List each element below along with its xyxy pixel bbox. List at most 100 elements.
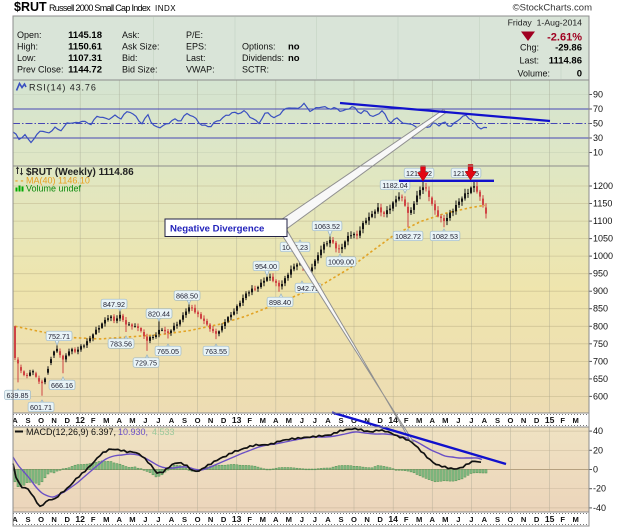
svg-text:14: 14 [388,514,398,524]
svg-text:Negative Divergence: Negative Divergence [170,224,264,235]
svg-text:M: M [573,416,579,425]
svg-text:Prev Close:: Prev Close: [17,65,64,75]
svg-text:F: F [247,515,252,524]
svg-text:J: J [300,416,304,425]
svg-text:J: J [313,515,317,524]
svg-text:N: N [364,416,369,425]
svg-text:S: S [338,416,343,425]
svg-text:M: M [260,515,266,524]
svg-text:Volume:: Volume: [517,69,550,79]
svg-text:15: 15 [545,514,555,524]
svg-text:N: N [208,515,213,524]
svg-text:1100: 1100 [593,216,612,226]
svg-text:1082.72: 1082.72 [395,232,421,241]
svg-text:J: J [143,515,147,524]
svg-text:S: S [25,416,30,425]
svg-text:A: A [430,416,436,425]
svg-text:-29.86: -29.86 [555,43,582,54]
svg-text:10: 10 [593,148,603,158]
svg-text:N: N [521,515,526,524]
svg-text:-20: -20 [593,484,606,494]
svg-text:INDX: INDX [155,4,176,13]
svg-text:14: 14 [388,415,398,425]
svg-text:MA(40) 1146.10: MA(40) 1146.10 [26,176,90,186]
svg-text:A: A [273,515,279,524]
svg-text:N: N [208,416,213,425]
svg-text:- -: - - [15,176,24,186]
svg-text:J: J [469,416,473,425]
svg-text:666.16: 666.16 [51,381,73,390]
svg-text:F: F [404,416,409,425]
svg-text:D: D [221,515,227,524]
svg-text:F: F [247,416,252,425]
svg-text:950: 950 [593,269,608,279]
svg-text:750: 750 [593,339,608,349]
svg-text:High:: High: [17,42,38,52]
svg-text:S: S [182,515,187,524]
svg-text:4.533: 4.533 [152,427,175,437]
svg-text:Last:: Last: [186,53,206,63]
svg-text:752.71: 752.71 [48,332,70,341]
svg-text:Bid Size:: Bid Size: [122,65,158,75]
svg-text:A: A [169,515,175,524]
svg-text:S: S [495,416,500,425]
svg-text:729.75: 729.75 [135,358,157,367]
svg-text:0: 0 [577,69,582,80]
svg-text:O: O [508,416,514,425]
svg-text:Volume undef: Volume undef [26,184,82,194]
svg-text:J: J [456,416,460,425]
svg-text:1107.31: 1107.31 [68,53,103,64]
svg-text:Chg:: Chg: [520,43,539,53]
svg-text:O: O [195,416,201,425]
svg-text:763.55: 763.55 [205,347,227,356]
svg-text:O: O [351,416,357,425]
svg-text:765.05: 765.05 [157,347,179,356]
svg-text:Friday 1-Aug-2014: Friday 1-Aug-2014 [508,18,583,28]
svg-text:-2.61%: -2.61% [547,32,582,44]
svg-text:820.44: 820.44 [148,309,170,318]
svg-text:Ask:: Ask: [122,30,140,40]
svg-text:F: F [91,416,96,425]
svg-text:650: 650 [593,374,608,384]
svg-text:D: D [377,515,383,524]
svg-text:P/E:: P/E: [186,30,203,40]
svg-text:O: O [38,416,44,425]
svg-text:D: D [64,515,70,524]
svg-text:M: M [416,416,422,425]
svg-text:847.92: 847.92 [103,300,125,309]
svg-text:J: J [143,416,147,425]
svg-text:M: M [442,416,448,425]
svg-text:783.56: 783.56 [110,339,132,348]
svg-text:J: J [469,515,473,524]
svg-text:800: 800 [593,321,608,331]
svg-text:10.930,: 10.930, [118,427,148,437]
svg-text:Ask Size:: Ask Size: [122,42,160,52]
svg-text:A: A [169,416,175,425]
svg-text:F: F [560,416,565,425]
svg-text:1082.53: 1082.53 [432,232,458,241]
svg-text:F: F [560,515,565,524]
svg-text:850: 850 [593,304,608,314]
svg-text:700: 700 [593,356,608,366]
svg-text:M: M [416,515,422,524]
svg-text:12: 12 [75,415,85,425]
svg-text:D: D [534,416,540,425]
svg-text:M: M [129,515,135,524]
svg-text:900: 900 [593,286,608,296]
svg-text:A: A [482,515,488,524]
svg-text:EPS:: EPS: [186,42,207,52]
svg-text:Low:: Low: [17,53,36,63]
svg-text:S: S [182,416,187,425]
svg-text:Open:: Open: [17,30,42,40]
svg-text:F: F [404,515,409,524]
svg-text:Options:: Options: [242,42,276,52]
svg-text:1144.72: 1144.72 [68,65,102,76]
svg-text:no: no [288,42,300,53]
svg-text:A: A [325,416,331,425]
svg-text:J: J [156,416,160,425]
svg-text:J: J [156,515,160,524]
svg-text:M: M [573,515,579,524]
svg-text:868.50: 868.50 [176,291,198,300]
svg-text:13: 13 [232,415,242,425]
svg-text:SCTR:: SCTR: [242,65,269,75]
